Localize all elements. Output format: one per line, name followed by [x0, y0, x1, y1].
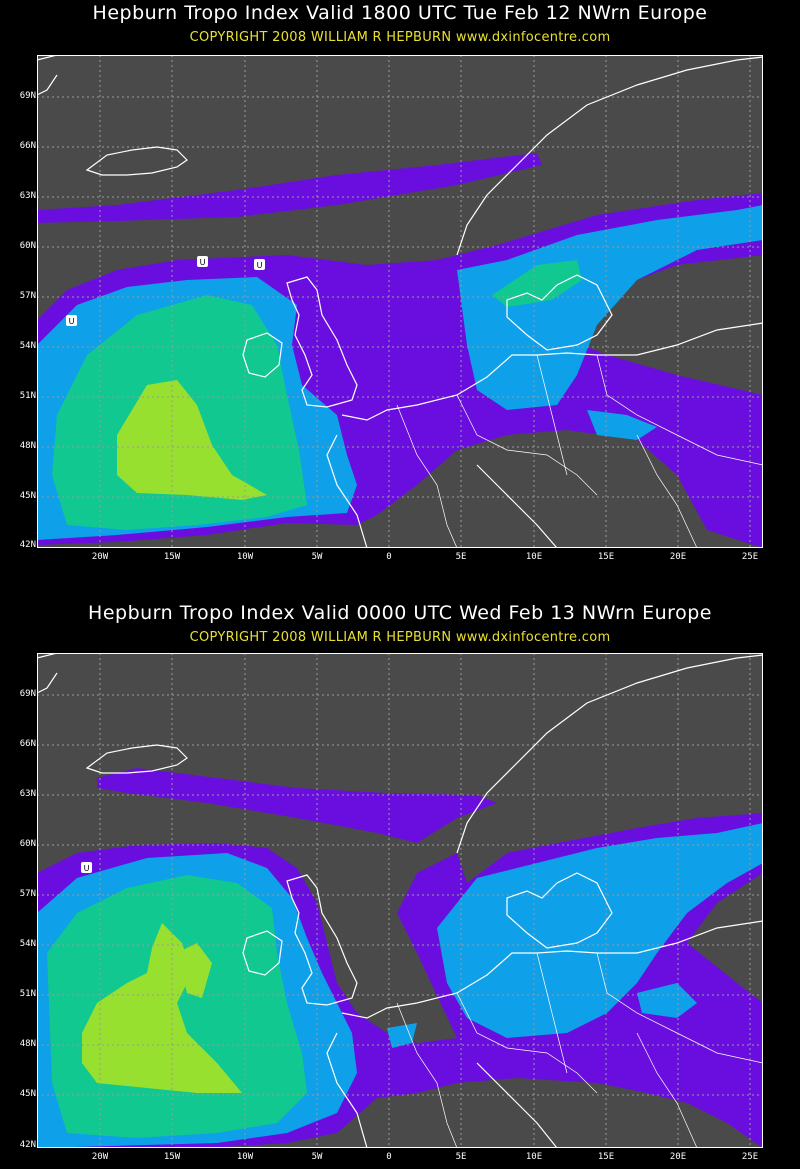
lon-label: 5E	[455, 552, 467, 562]
u-marker-label: U	[84, 864, 90, 873]
lat-label: 69N	[19, 689, 36, 699]
britain-coast	[286, 874, 358, 1006]
tropo-level-4	[82, 923, 242, 1093]
scandinavia-coast	[456, 56, 763, 351]
lon-label: 0	[386, 1152, 392, 1162]
lat-label: 51N	[19, 391, 36, 401]
lat-label: 42N	[19, 540, 36, 550]
lon-label: 25E	[741, 1152, 759, 1162]
map-title: Hepburn Tropo Index Valid 0000 UTC Wed F…	[88, 602, 712, 624]
lat-label: 45N	[19, 1089, 36, 1099]
u-marker-label: U	[69, 317, 75, 326]
coastlines	[37, 55, 763, 548]
coastlines	[37, 653, 763, 1148]
tropo-map: U	[37, 653, 763, 1148]
u-marker	[66, 315, 77, 326]
lon-label: 10E	[525, 552, 543, 562]
lat-label: 63N	[19, 789, 36, 799]
lon-label: 15E	[597, 1152, 615, 1162]
ireland-coast	[242, 930, 283, 976]
u-marker-label: U	[200, 258, 206, 267]
continent-coast	[326, 920, 763, 1148]
tropo-level-4	[117, 380, 267, 500]
lat-label: 69N	[19, 91, 36, 101]
continent-coast	[326, 322, 763, 548]
lon-label: 15W	[163, 552, 181, 562]
lon-label: 10W	[236, 552, 254, 562]
lat-label: 42N	[19, 1140, 36, 1150]
lat-label: 45N	[19, 491, 36, 501]
marker-group: U	[81, 862, 92, 873]
lon-label: 5W	[311, 1152, 323, 1162]
lat-label: 48N	[19, 1039, 36, 1049]
u-marker	[254, 259, 265, 270]
lat-label: 54N	[19, 939, 36, 949]
lat-label: 54N	[19, 341, 36, 351]
lat-label: 48N	[19, 441, 36, 451]
tropo-map-panel-1: Hepburn Tropo Index Valid 1800 UTC Tue F…	[0, 0, 800, 580]
u-marker	[81, 862, 92, 873]
tropo-map: U U U	[37, 55, 763, 548]
iceland-coast	[85, 146, 188, 176]
lon-label: 15W	[163, 1152, 181, 1162]
ireland-coast	[242, 332, 283, 378]
lon-label: 20E	[669, 552, 687, 562]
lat-label: 66N	[19, 739, 36, 749]
scandinavia-coast	[456, 654, 763, 949]
iceland-coast	[85, 744, 188, 774]
copyright-line: COPYRIGHT 2008 WILLIAM R HEPBURN www.dxi…	[189, 630, 611, 645]
u-marker	[197, 256, 208, 267]
tropo-map-panel-2: Hepburn Tropo Index Valid 0000 UTC Wed F…	[0, 600, 800, 1169]
lon-label: 25E	[741, 552, 759, 562]
copyright-line: COPYRIGHT 2008 WILLIAM R HEPBURN www.dxi…	[189, 30, 611, 45]
lat-label: 51N	[19, 989, 36, 999]
lon-label: 5W	[311, 552, 323, 562]
map-frame	[37, 55, 763, 548]
u-marker-label: U	[257, 261, 263, 270]
lat-label: 63N	[19, 191, 36, 201]
lat-label: 60N	[19, 241, 36, 251]
lat-label: 60N	[19, 839, 36, 849]
marker-group: U U U	[66, 256, 265, 326]
lon-label: 15E	[597, 552, 615, 562]
lat-label: 57N	[19, 291, 36, 301]
lon-label: 20E	[669, 1152, 687, 1162]
map-title: Hepburn Tropo Index Valid 1800 UTC Tue F…	[92, 2, 708, 24]
lon-label: 5E	[455, 1152, 467, 1162]
country-borders	[396, 952, 763, 1148]
lat-label: 57N	[19, 889, 36, 899]
country-borders	[396, 354, 763, 548]
britain-coast	[286, 276, 358, 408]
lat-label: 66N	[19, 141, 36, 151]
lon-label: 20W	[91, 552, 109, 562]
lon-label: 10E	[525, 1152, 543, 1162]
lon-label: 20W	[91, 1152, 109, 1162]
lon-label: 10W	[236, 1152, 254, 1162]
map-frame	[37, 653, 763, 1148]
lon-label: 0	[386, 552, 392, 562]
